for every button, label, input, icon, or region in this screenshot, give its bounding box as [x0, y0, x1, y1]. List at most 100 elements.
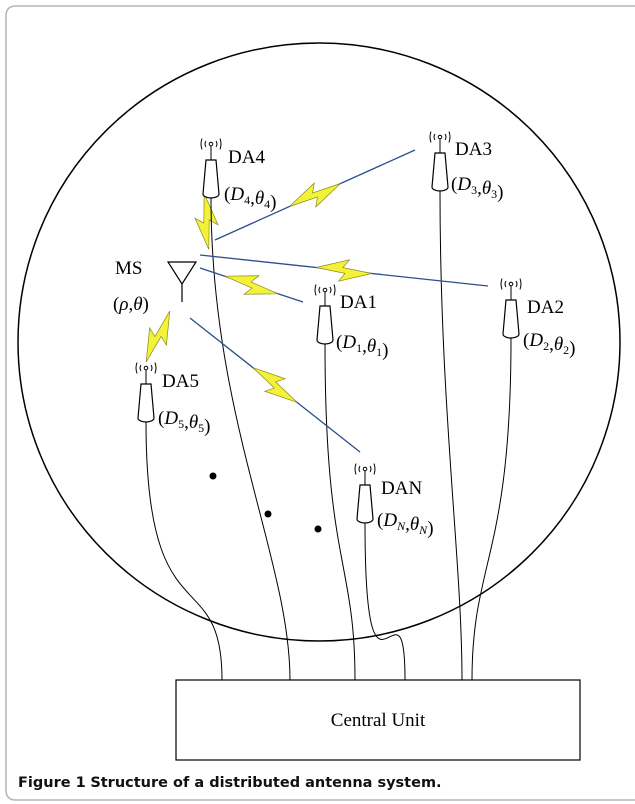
signal-wave [429, 131, 432, 143]
antenna-tip [208, 141, 214, 147]
coord-part: 2 [543, 339, 549, 353]
antenna-body [137, 383, 155, 423]
coord-part: ) [204, 416, 210, 437]
coord-part: ) [569, 338, 575, 359]
coordinate: (D3,θ3) [451, 174, 503, 203]
signal-wave [219, 138, 222, 150]
signal-wave [333, 284, 336, 296]
coord-part: 1 [356, 341, 362, 355]
lightning [194, 193, 219, 250]
coordinate: (D5,θ5) [158, 408, 210, 437]
antenna-tip [437, 134, 443, 140]
dot [314, 525, 322, 533]
coord-part: θ [367, 336, 376, 357]
caption-text: Structure of a distributed antenna syste… [90, 775, 441, 791]
coord-part: ( [336, 332, 342, 353]
antenna-body [431, 152, 449, 192]
coord-part: N [418, 523, 428, 537]
signal-wave [318, 286, 321, 294]
signal-wave [314, 284, 317, 296]
antenna [200, 138, 222, 199]
signal-wave [329, 286, 332, 294]
cable [471, 337, 512, 681]
coord-part: ( [377, 510, 383, 531]
antenna-tip [143, 365, 149, 371]
coord-part: , [184, 412, 189, 433]
antenna-label: DAN [381, 478, 422, 499]
antenna-body [502, 299, 520, 339]
signal-wave [135, 362, 138, 374]
coord-part: 3 [491, 187, 497, 201]
dot [209, 472, 217, 480]
dot [264, 510, 272, 518]
coord-part: D [456, 174, 471, 195]
signal-wave [139, 364, 142, 372]
coord-part: 5 [178, 417, 184, 431]
coord-part: D [382, 510, 397, 531]
antenna-body [202, 159, 220, 199]
coord-part: , [405, 514, 410, 535]
signal-wave [369, 465, 372, 473]
central-unit-box [175, 679, 581, 761]
lightning [316, 259, 372, 282]
signal-wave [519, 278, 522, 290]
signal-wave [448, 131, 451, 143]
signal-wave [358, 465, 361, 473]
antenna [135, 362, 157, 423]
central-unit-label: Central Unit [331, 710, 426, 731]
coord-part: , [128, 294, 133, 315]
antenna-label: DA4 [228, 147, 265, 168]
coord-part: D [229, 184, 244, 205]
coord-part: D [341, 332, 356, 353]
signal-wave [373, 463, 376, 475]
caption: Figure 1 Structure of a distributed ante… [18, 775, 442, 791]
cable [364, 522, 406, 681]
antenna-label: DA3 [455, 139, 492, 160]
coord-part: ) [143, 294, 149, 315]
antenna [429, 131, 451, 192]
lightning [145, 310, 171, 363]
cable [210, 197, 291, 681]
signal-wave [150, 364, 153, 372]
coord-part: , [549, 334, 554, 355]
coordinate: (DN,θN) [377, 510, 434, 539]
coord-part: ( [224, 184, 230, 205]
coord-part: ) [497, 182, 503, 203]
frame [5, 5, 635, 801]
cable [439, 190, 463, 681]
signal-wave [500, 278, 503, 290]
coord-part: ( [158, 408, 164, 429]
antenna [500, 278, 522, 339]
coordinate: (D4,θ4) [224, 184, 276, 213]
coord-part: 4 [264, 197, 270, 211]
coord-part: D [163, 408, 178, 429]
lightning [289, 182, 341, 208]
signal-wave [354, 463, 357, 475]
ms-antenna [166, 261, 198, 302]
coord-part: D [528, 330, 543, 351]
coord-part: , [477, 178, 482, 199]
coord-part: N [396, 519, 406, 533]
antenna-tip [508, 281, 514, 287]
signal-wave [444, 133, 447, 141]
coord-part: ) [382, 340, 388, 361]
signal-wave [433, 133, 436, 141]
lightning [252, 367, 298, 403]
antenna [314, 284, 336, 345]
coord-part: ( [451, 174, 457, 195]
antenna-label: DA2 [527, 297, 564, 318]
ms-label: MS [115, 258, 142, 279]
coordinate: (D2,θ2) [523, 330, 575, 359]
antenna-body [316, 305, 334, 345]
antenna-label: DA5 [162, 371, 199, 392]
coord-part: θ [255, 188, 264, 209]
coord-part: ( [523, 330, 529, 351]
antenna-tip [322, 287, 328, 293]
coord-part: 1 [376, 345, 382, 359]
coord-part: θ [554, 334, 563, 355]
coordinate: (ρ,θ) [113, 294, 149, 315]
antenna-label: DA1 [340, 292, 377, 313]
coord-part: 5 [198, 421, 204, 435]
coord-part: 3 [471, 183, 477, 197]
